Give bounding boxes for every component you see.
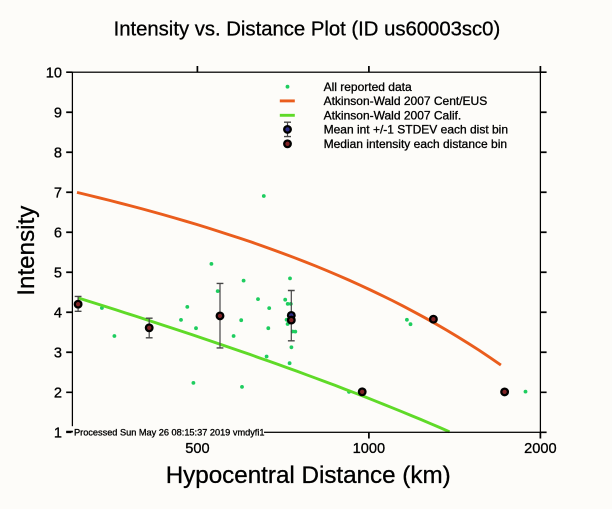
svg-text:Atkinson-Wald 2007 Calif.: Atkinson-Wald 2007 Calif. [324, 109, 462, 123]
svg-text:Mean int +/-1 STDEV each dist: Mean int +/-1 STDEV each dist bin [324, 123, 508, 137]
svg-text:Processed Sun May 26 08:15:37: Processed Sun May 26 08:15:37 2019 vmdyf… [74, 427, 265, 437]
svg-text:7: 7 [54, 186, 62, 202]
svg-text:500: 500 [185, 441, 209, 457]
svg-text:Median intensity each distance: Median intensity each distance bin [324, 137, 507, 151]
svg-text:2: 2 [54, 386, 62, 402]
svg-text:10: 10 [46, 66, 62, 82]
svg-text:All reported data: All reported data [324, 80, 412, 94]
svg-text:1: 1 [54, 426, 62, 442]
svg-text:8: 8 [54, 146, 62, 162]
svg-text:Intensity vs. Distance Plot (I: Intensity vs. Distance Plot (ID us60003s… [114, 19, 501, 41]
svg-text:3: 3 [54, 346, 62, 362]
svg-text:Intensity: Intensity [13, 205, 40, 296]
svg-text:Hypocentral Distance (km): Hypocentral Distance (km) [166, 462, 451, 489]
svg-text:Atkinson-Wald 2007 Cent/EUS: Atkinson-Wald 2007 Cent/EUS [324, 94, 488, 108]
svg-text:1000: 1000 [353, 441, 385, 457]
svg-text:2000: 2000 [524, 441, 556, 457]
svg-text:5: 5 [54, 266, 62, 282]
svg-text:9: 9 [54, 106, 62, 122]
svg-text:4: 4 [54, 306, 62, 322]
svg-text:6: 6 [54, 226, 62, 242]
